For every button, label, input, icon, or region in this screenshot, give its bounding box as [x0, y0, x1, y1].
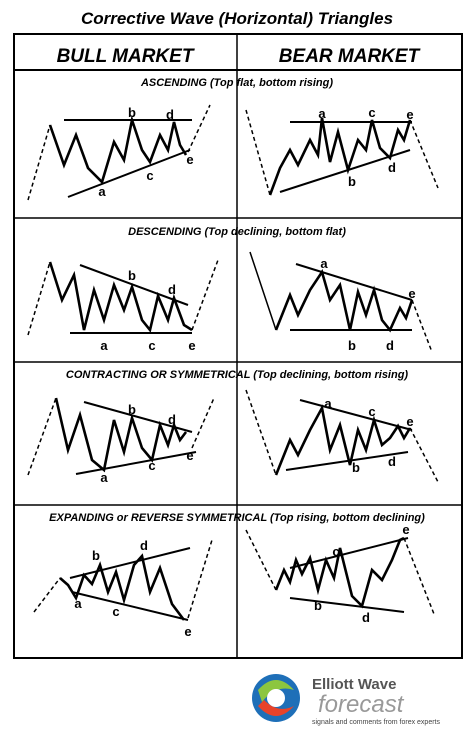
section-label: CONTRACTING OR SYMMETRICAL (Top declinin…	[66, 369, 409, 381]
wave-label: d	[386, 338, 394, 353]
wave-label: d	[140, 538, 148, 553]
wave-label: e	[186, 152, 193, 167]
trend-line	[83, 401, 193, 433]
diagrams: a b c d e a b c d e a b c d e a b d e a b c d e a b c d e a b c d e b c d e	[27, 104, 439, 639]
wave-label: c	[112, 604, 119, 619]
wave-label: c	[368, 404, 375, 419]
breakout-wave	[411, 299, 433, 353]
logo-icon	[267, 689, 285, 707]
trend-line	[289, 597, 405, 613]
wave-label: e	[188, 338, 195, 353]
breakout-wave	[409, 427, 439, 483]
wave-label: b	[128, 268, 136, 283]
triangle-wave	[54, 397, 188, 473]
trend-line	[67, 149, 191, 198]
title: Corrective Wave (Horizontal) Triangles	[81, 9, 393, 28]
breakout-wave	[191, 259, 219, 331]
trend-line	[285, 451, 409, 471]
trend-line	[79, 264, 189, 306]
wave-label: b	[348, 338, 356, 353]
wave-label: e	[402, 522, 409, 537]
wave-label: c	[148, 338, 155, 353]
trend-line	[75, 451, 197, 475]
wave-label: d	[362, 610, 370, 625]
wave-label: a	[324, 396, 332, 411]
wave-label: c	[332, 544, 339, 559]
wave-label: d	[168, 282, 176, 297]
wave-label: a	[318, 106, 326, 121]
breakout-wave	[187, 104, 211, 153]
lead-in-wave	[27, 124, 51, 201]
trend-line	[289, 537, 409, 569]
logo-tagline: signals and comments from forex experts	[312, 719, 440, 726]
triangle-wave	[59, 553, 186, 621]
wave-label: e	[186, 448, 193, 463]
trend-line	[299, 399, 413, 431]
wave-label: a	[100, 470, 108, 485]
triangle-wave	[274, 268, 414, 333]
section-label: ASCENDING (Top flat, bottom rising)	[140, 77, 333, 89]
trend-line	[295, 263, 413, 301]
wave-label: d	[166, 107, 174, 122]
logo-icon	[258, 680, 294, 702]
wave-label: b	[348, 174, 356, 189]
wave-label: d	[168, 412, 176, 427]
logo-name: Elliott Wave	[312, 676, 396, 693]
lead-in-wave	[33, 577, 61, 613]
section-label: EXPANDING or REVERSE SYMMETRICAL (Top ri…	[49, 512, 425, 524]
wave-label: b	[128, 402, 136, 417]
section-label: DESCENDING (Top declining, bottom flat)	[128, 226, 346, 238]
wave-label: c	[148, 458, 155, 473]
wave-label: c	[368, 105, 375, 120]
column-header: BULL MARKET	[57, 46, 195, 67]
wave-label: a	[74, 596, 82, 611]
lead-in-wave	[249, 251, 277, 331]
wave-label: c	[146, 168, 153, 183]
wave-label: a	[100, 338, 108, 353]
lead-in-wave	[245, 389, 277, 476]
triangle-wave	[48, 261, 193, 333]
wave-label: b	[128, 105, 136, 120]
lead-in-wave	[27, 261, 51, 336]
trend-line	[71, 591, 189, 621]
wave-label: a	[320, 256, 328, 271]
lead-in-wave	[245, 109, 271, 196]
wave-label: d	[388, 454, 396, 469]
column-header: BEAR MARKET	[279, 46, 421, 67]
wave-label: b	[352, 460, 360, 475]
trend-line	[279, 149, 411, 193]
wave-label: e	[406, 107, 413, 122]
breakout-wave	[409, 119, 439, 189]
logo: Elliott Wave forecast signals and commen…	[252, 674, 440, 726]
wave-label: e	[406, 414, 413, 429]
wave-label: a	[98, 184, 106, 199]
triangle-wave	[274, 404, 412, 476]
logo-script: forecast	[318, 691, 405, 718]
frame	[13, 33, 463, 659]
wave-label: e	[184, 624, 191, 639]
trend-line	[69, 547, 191, 579]
wave-label: b	[314, 598, 322, 613]
wave-label: d	[388, 160, 396, 175]
triangle-wave	[268, 117, 412, 196]
logo-icon	[258, 700, 294, 716]
wave-label: b	[92, 548, 100, 563]
wave-label: e	[408, 286, 415, 301]
breakout-wave	[191, 397, 215, 449]
